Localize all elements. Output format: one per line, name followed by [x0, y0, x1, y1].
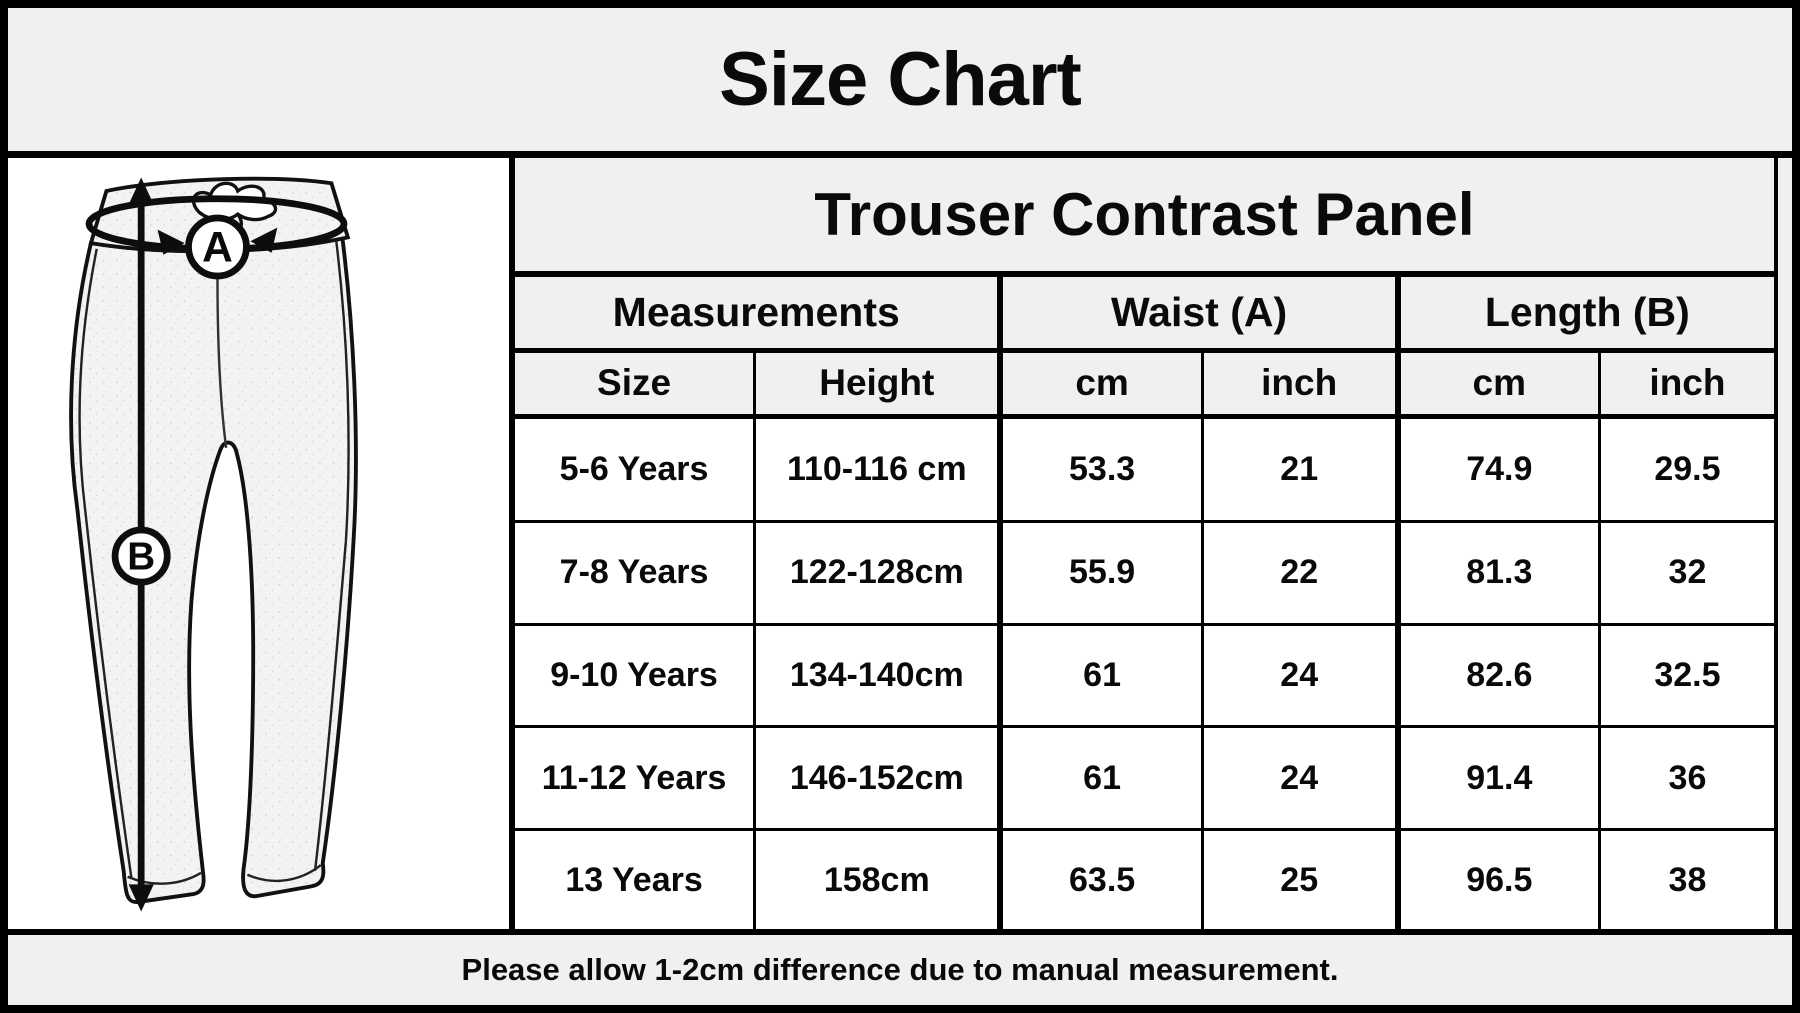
col-header-waist-cm: cm	[997, 348, 1204, 419]
cell-length-cm: 96.5	[1394, 828, 1601, 929]
cell-size: 7-8 Years	[515, 519, 757, 626]
cell-waist-cm: 53.3	[997, 414, 1204, 523]
cell-size: 5-6 Years	[515, 414, 757, 523]
cell-length-inch: 32.5	[1597, 622, 1778, 729]
cell-waist-cm: 55.9	[997, 519, 1204, 626]
content-area: A B	[8, 158, 1792, 935]
cell-length-inch: 32	[1597, 519, 1778, 626]
cell-waist-inch: 22	[1200, 519, 1400, 626]
length-label: B	[127, 536, 155, 579]
group-header-measurements: Measurements	[515, 272, 1002, 353]
cell-height: 134-140cm	[753, 622, 1002, 729]
group-header-row: Measurements Waist (A) Length (B)	[515, 272, 1779, 353]
table-title: Trouser Contrast Panel	[515, 158, 1778, 277]
cell-waist-inch: 24	[1200, 622, 1400, 729]
cell-length-cm: 74.9	[1394, 414, 1601, 523]
waist-label-circle: A	[184, 214, 250, 280]
cell-length-inch: 38	[1597, 828, 1778, 929]
size-table: Trouser Contrast Panel Measurements Wais…	[515, 158, 1779, 929]
table-row: 9-10 Years 134-140cm 61 24 82.6 32.5	[515, 622, 1778, 729]
cell-length-cm: 82.6	[1394, 622, 1601, 729]
column-header-row: Size Height cm inch cm inch	[515, 348, 1778, 419]
cell-height: 122-128cm	[753, 519, 1002, 626]
page-title: Size Chart	[719, 37, 1082, 122]
table-title-row: Trouser Contrast Panel	[515, 158, 1778, 277]
col-header-length-inch: inch	[1597, 348, 1778, 419]
trouser-outline	[68, 232, 358, 905]
cuff-line-right	[246, 864, 322, 883]
table-row: 11-12 Years 146-152cm 61 24 91.4 36	[515, 725, 1778, 832]
cell-size: 9-10 Years	[515, 622, 757, 729]
cell-length-cm: 91.4	[1394, 725, 1601, 832]
cell-height: 158cm	[753, 828, 1002, 929]
cell-length-cm: 81.3	[1394, 519, 1601, 626]
cell-length-inch: 29.5	[1597, 414, 1778, 523]
length-label-circle: B	[111, 526, 171, 586]
note-band: Please allow 1-2cm difference due to man…	[8, 935, 1792, 1005]
cuff-line-left	[126, 871, 202, 885]
group-header-waist: Waist (A)	[997, 272, 1400, 353]
cell-waist-inch: 24	[1200, 725, 1400, 832]
title-band: Size Chart	[8, 8, 1792, 158]
cell-waist-inch: 25	[1200, 828, 1400, 929]
table-row: 13 Years 158cm 63.5 25 96.5 38	[515, 828, 1778, 929]
cell-waist-inch: 21	[1200, 414, 1400, 523]
cell-length-inch: 36	[1597, 725, 1778, 832]
table-row: 7-8 Years 122-128cm 55.9 22 81.3 32	[515, 519, 1778, 626]
cell-height: 146-152cm	[753, 725, 1002, 832]
col-header-waist-inch: inch	[1200, 348, 1400, 419]
measurement-note: Please allow 1-2cm difference due to man…	[461, 952, 1339, 987]
cell-size: 13 Years	[515, 828, 757, 929]
trouser-diagram-panel: A B	[8, 158, 515, 929]
table-row: 5-6 Years 110-116 cm 53.3 21 74.9 29.5	[515, 414, 1778, 523]
side-panel-seam-left	[77, 248, 133, 879]
cell-height: 110-116 cm	[753, 414, 1002, 523]
cell-waist-cm: 61	[997, 725, 1204, 832]
waist-label: A	[202, 224, 233, 271]
side-panel-seam-right	[313, 241, 350, 872]
col-header-size: Size	[515, 348, 757, 419]
trouser-diagram: A B	[68, 176, 358, 912]
size-table-panel: Trouser Contrast Panel Measurements Wais…	[515, 158, 1792, 929]
cell-waist-cm: 63.5	[997, 828, 1204, 929]
col-header-height: Height	[753, 348, 1002, 419]
group-header-length: Length (B)	[1394, 272, 1779, 353]
col-header-length-cm: cm	[1394, 348, 1601, 419]
front-seam	[215, 277, 227, 449]
cell-size: 11-12 Years	[515, 725, 757, 832]
cell-waist-cm: 61	[997, 622, 1204, 729]
